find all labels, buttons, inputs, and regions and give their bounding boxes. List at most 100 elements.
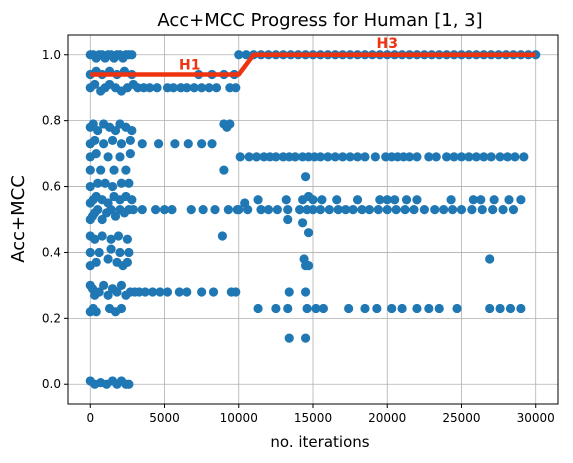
data-point bbox=[516, 195, 526, 205]
data-point bbox=[174, 287, 184, 297]
data-point bbox=[243, 205, 253, 215]
data-point bbox=[116, 303, 127, 314]
data-point bbox=[419, 205, 429, 215]
data-point bbox=[253, 303, 263, 314]
data-point bbox=[211, 83, 222, 93]
data-point bbox=[90, 135, 100, 146]
data-point bbox=[283, 205, 293, 215]
data-points bbox=[85, 50, 541, 389]
data-point bbox=[124, 379, 134, 389]
data-point bbox=[121, 165, 131, 175]
data-point bbox=[97, 231, 107, 241]
data-point bbox=[449, 152, 459, 162]
data-point bbox=[431, 152, 441, 162]
y-tick-label: 1.0 bbox=[42, 48, 61, 62]
data-point bbox=[124, 247, 134, 258]
data-point bbox=[217, 231, 228, 241]
x-tick-label: 5000 bbox=[149, 411, 180, 425]
data-point bbox=[197, 139, 207, 149]
data-point bbox=[145, 83, 155, 93]
data-point bbox=[112, 287, 122, 297]
data-point bbox=[93, 125, 103, 136]
x-axis-label: no. iterations bbox=[270, 433, 369, 451]
data-point bbox=[103, 254, 113, 264]
data-point bbox=[424, 152, 434, 162]
data-point bbox=[97, 214, 107, 225]
data-point bbox=[345, 152, 355, 162]
data-point bbox=[197, 83, 207, 93]
data-point bbox=[452, 303, 462, 314]
data-point bbox=[241, 50, 251, 60]
data-point bbox=[85, 165, 95, 175]
data-point bbox=[91, 257, 101, 267]
data-point bbox=[219, 165, 229, 175]
data-point bbox=[430, 205, 440, 215]
y-tick-label: 0.8 bbox=[42, 114, 61, 128]
data-point bbox=[401, 195, 412, 205]
data-point bbox=[127, 195, 137, 205]
data-point bbox=[223, 205, 233, 215]
data-point bbox=[382, 205, 392, 215]
data-point bbox=[412, 195, 422, 205]
data-point bbox=[298, 218, 308, 228]
data-point bbox=[99, 280, 109, 290]
data-point bbox=[182, 287, 192, 297]
annotations: H1 H3 bbox=[179, 36, 398, 73]
data-point bbox=[504, 195, 514, 205]
data-point bbox=[404, 152, 415, 162]
data-point bbox=[231, 287, 241, 297]
data-point bbox=[488, 205, 498, 215]
data-point bbox=[317, 195, 327, 205]
data-point bbox=[442, 152, 452, 162]
data-point bbox=[204, 83, 214, 93]
data-point bbox=[283, 303, 293, 314]
data-point bbox=[308, 205, 318, 215]
data-point bbox=[91, 307, 101, 317]
data-point bbox=[148, 287, 158, 297]
data-point bbox=[90, 79, 100, 90]
data-point bbox=[364, 205, 375, 215]
data-point bbox=[464, 152, 474, 162]
data-point bbox=[88, 119, 98, 129]
data-point bbox=[155, 287, 165, 297]
data-point bbox=[505, 303, 516, 314]
data-point bbox=[295, 205, 305, 215]
data-point bbox=[348, 205, 358, 215]
data-point bbox=[516, 303, 526, 314]
data-point bbox=[115, 247, 125, 258]
data-point bbox=[189, 83, 199, 93]
data-point bbox=[303, 228, 314, 238]
data-point bbox=[370, 152, 380, 162]
data-point bbox=[162, 287, 173, 297]
data-point bbox=[110, 211, 121, 221]
data-point bbox=[244, 152, 254, 162]
data-point bbox=[256, 205, 266, 215]
x-tick-label: 20000 bbox=[368, 411, 406, 425]
data-point bbox=[447, 205, 458, 215]
data-point bbox=[271, 152, 281, 162]
data-point bbox=[495, 303, 505, 314]
data-point bbox=[476, 195, 486, 205]
data-point bbox=[96, 165, 106, 175]
data-point bbox=[85, 247, 95, 258]
data-point bbox=[183, 139, 193, 149]
data-point bbox=[510, 152, 520, 162]
data-point bbox=[290, 152, 300, 162]
data-point bbox=[323, 152, 333, 162]
data-point bbox=[159, 205, 170, 215]
data-point bbox=[113, 231, 124, 241]
data-point bbox=[332, 195, 342, 205]
data-point bbox=[94, 287, 104, 297]
data-point bbox=[333, 205, 343, 215]
data-point bbox=[477, 205, 487, 215]
data-point bbox=[122, 234, 132, 244]
data-point bbox=[107, 181, 118, 192]
data-point bbox=[397, 303, 407, 314]
data-point bbox=[486, 152, 496, 162]
data-point bbox=[283, 214, 293, 225]
data-point bbox=[468, 195, 478, 205]
annotation-label: H1 bbox=[179, 58, 200, 74]
data-point bbox=[137, 139, 147, 149]
data-point bbox=[360, 303, 370, 314]
